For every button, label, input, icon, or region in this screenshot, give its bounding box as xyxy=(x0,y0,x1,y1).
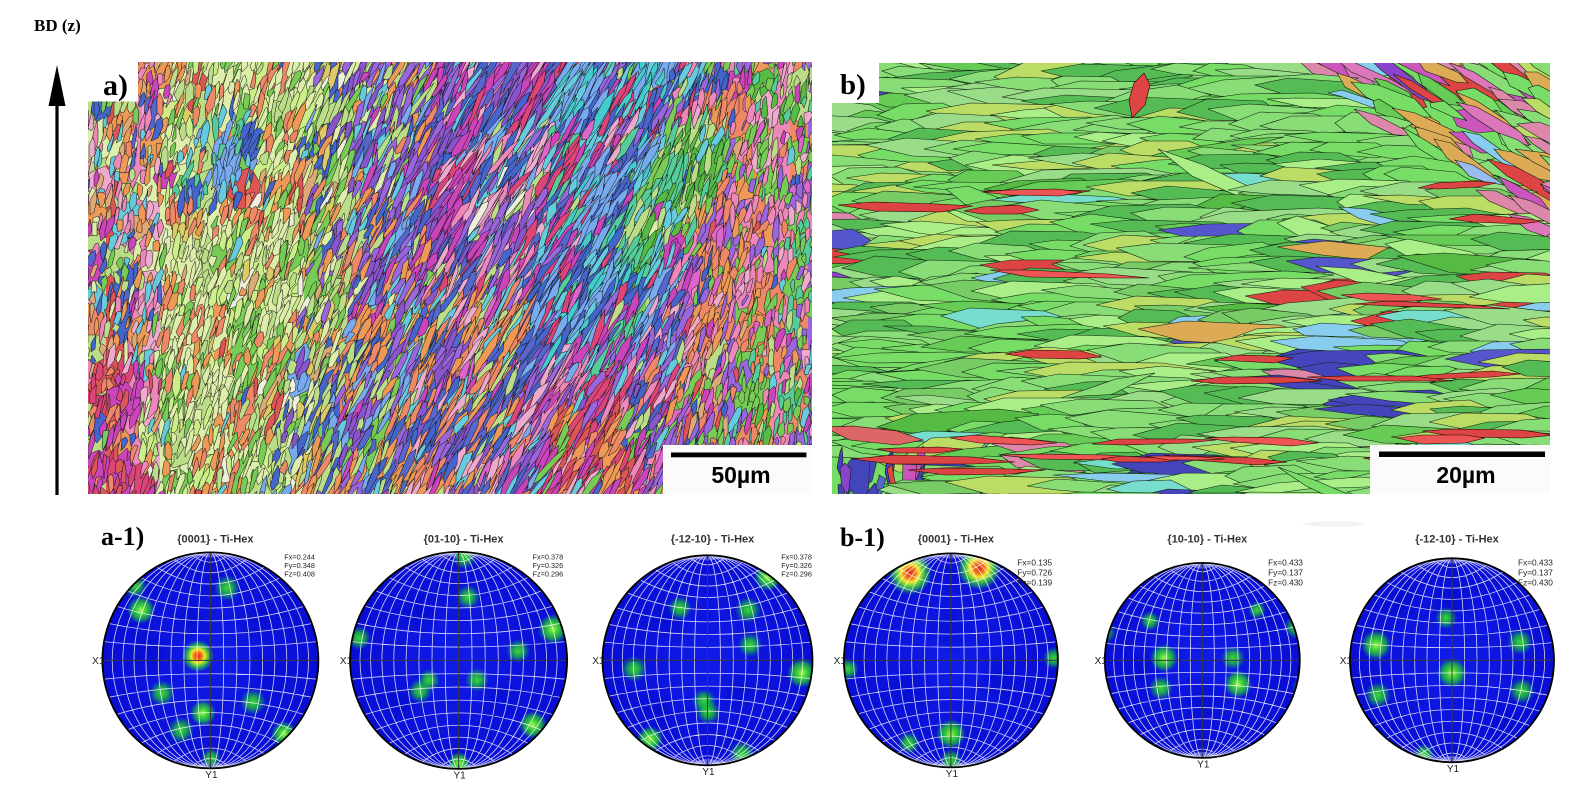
svg-text:Fz=0.408: Fz=0.408 xyxy=(284,570,315,579)
svg-text:Fx=0.378: Fx=0.378 xyxy=(781,553,812,562)
svg-text:BD (z): BD (z) xyxy=(34,16,81,35)
svg-text:{10-10} - Ti-Hex: {10-10} - Ti-Hex xyxy=(1167,534,1248,546)
svg-text:Fy=0.726: Fy=0.726 xyxy=(1017,567,1052,577)
svg-text:Fx=0.433: Fx=0.433 xyxy=(1518,557,1553,567)
svg-text:Fx=0.378: Fx=0.378 xyxy=(533,553,564,562)
svg-text:X1: X1 xyxy=(92,656,105,667)
svg-text:Fy=0.326: Fy=0.326 xyxy=(781,561,812,570)
svg-text:X1: X1 xyxy=(1340,656,1353,667)
svg-text:Y1: Y1 xyxy=(946,769,959,780)
svg-text:b): b) xyxy=(840,69,866,101)
svg-text:X1: X1 xyxy=(340,656,353,667)
svg-text:Fx=0.433: Fx=0.433 xyxy=(1268,557,1303,567)
svg-text:Y1: Y1 xyxy=(702,767,715,778)
svg-text:Fz=0.296: Fz=0.296 xyxy=(533,570,564,579)
svg-text:Fx=0.135: Fx=0.135 xyxy=(1017,557,1052,567)
svg-text:Fx=0.244: Fx=0.244 xyxy=(284,553,315,562)
svg-text:Fy=0.137: Fy=0.137 xyxy=(1518,567,1553,577)
svg-text:Fy=0.137: Fy=0.137 xyxy=(1268,567,1303,577)
svg-text:20µm: 20µm xyxy=(1436,462,1495,488)
svg-text:b-1): b-1) xyxy=(840,523,885,552)
svg-text:50µm: 50µm xyxy=(711,462,770,488)
svg-text:X1: X1 xyxy=(1095,656,1108,667)
svg-text:{-12-10} - Ti-Hex: {-12-10} - Ti-Hex xyxy=(1415,534,1499,546)
svg-text:Fz=0.296: Fz=0.296 xyxy=(781,570,812,579)
svg-text:Fz=0.430: Fz=0.430 xyxy=(1268,577,1303,587)
svg-text:X1: X1 xyxy=(834,656,847,667)
svg-text:{0001} - Ti-Hex: {0001} - Ti-Hex xyxy=(918,534,995,546)
svg-text:X1: X1 xyxy=(592,656,605,667)
svg-text:{0001} - Ti-Hex: {0001} - Ti-Hex xyxy=(177,534,254,546)
svg-text:Fy=0.348: Fy=0.348 xyxy=(284,561,315,570)
svg-text:Fy=0.326: Fy=0.326 xyxy=(533,561,564,570)
svg-text:{-12-10} - Ti-Hex: {-12-10} - Ti-Hex xyxy=(671,534,755,546)
svg-text:Y1: Y1 xyxy=(1197,759,1210,770)
svg-text:a-1): a-1) xyxy=(101,522,144,551)
svg-text:Y1: Y1 xyxy=(205,770,218,781)
svg-text:Fz=0.430: Fz=0.430 xyxy=(1518,577,1553,587)
svg-text:Y1: Y1 xyxy=(1447,764,1460,775)
svg-text:Y1: Y1 xyxy=(453,770,466,781)
svg-text:a): a) xyxy=(103,69,128,102)
svg-text:{01-10} - Ti-Hex: {01-10} - Ti-Hex xyxy=(424,534,505,546)
svg-text:Fz=0.139: Fz=0.139 xyxy=(1017,577,1052,587)
